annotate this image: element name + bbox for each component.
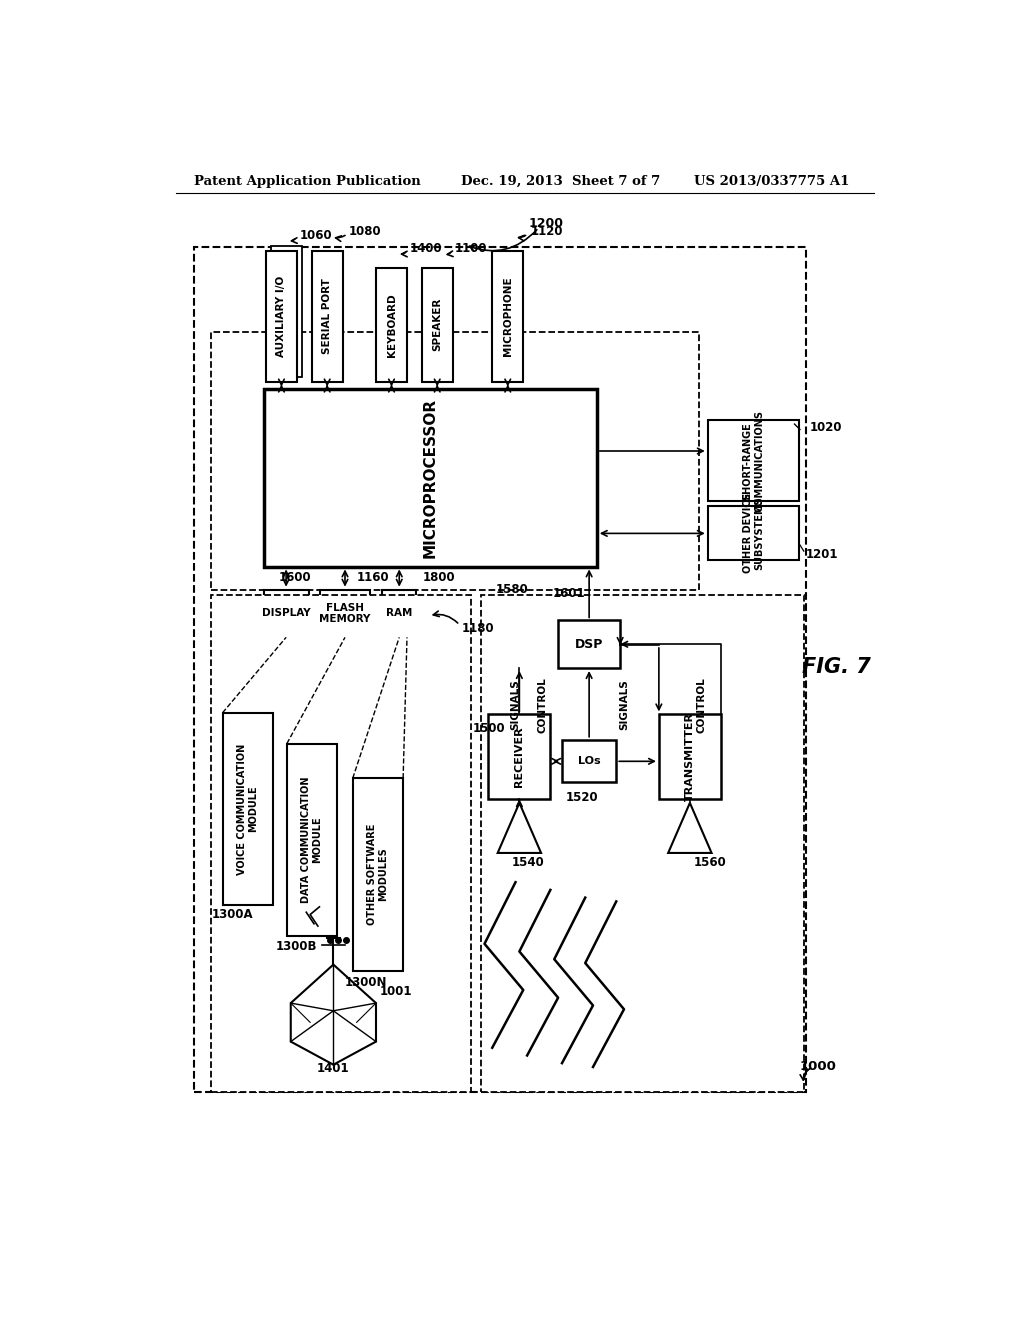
Bar [562, 739, 616, 781]
Bar [480, 595, 804, 1092]
Bar [222, 713, 273, 906]
Bar [422, 268, 453, 381]
Text: US 2013/0337775 A1: US 2013/0337775 A1 [693, 176, 849, 187]
Bar [382, 590, 417, 638]
Text: FLASH
MEMORY: FLASH MEMORY [319, 603, 371, 624]
Text: AUXILIARY I/O: AUXILIARY I/O [276, 276, 287, 356]
Text: MICROPROCESSOR: MICROPROCESSOR [423, 397, 437, 558]
Bar [708, 420, 799, 502]
Text: 1100: 1100 [455, 242, 487, 255]
Text: 1001: 1001 [380, 985, 413, 998]
Text: Dec. 19, 2013  Sheet 7 of 7: Dec. 19, 2013 Sheet 7 of 7 [461, 176, 660, 187]
Text: FIG. 7: FIG. 7 [802, 656, 871, 677]
Text: Patent Application Publication: Patent Application Publication [194, 176, 421, 187]
Text: DSP: DSP [574, 638, 603, 651]
Text: SPEAKER: SPEAKER [432, 298, 442, 351]
Bar [211, 595, 471, 1092]
Bar [493, 251, 523, 381]
Text: SHORT-RANGE
COMMUNICATIONS: SHORT-RANGE COMMUNICATIONS [742, 411, 764, 512]
Text: 1800: 1800 [423, 570, 455, 583]
Bar [352, 779, 403, 970]
Text: SIGNALS: SIGNALS [618, 680, 629, 730]
Bar [376, 268, 407, 381]
Text: SIGNALS: SIGNALS [511, 680, 520, 730]
Bar [658, 714, 721, 799]
Bar [287, 743, 337, 936]
Text: 1120: 1120 [531, 224, 563, 238]
Text: KEYBOARD: KEYBOARD [386, 293, 396, 356]
Text: 1080: 1080 [349, 224, 382, 238]
Text: 1601: 1601 [553, 587, 586, 601]
Text: MICROPHONE: MICROPHONE [503, 276, 513, 356]
Text: SERIAL PORT: SERIAL PORT [323, 279, 332, 354]
Text: 1201: 1201 [806, 548, 839, 561]
Text: 1300A: 1300A [212, 908, 253, 921]
Bar [194, 247, 806, 1092]
Text: 1000: 1000 [800, 1060, 837, 1073]
Text: 1401: 1401 [317, 1063, 349, 1074]
Text: CONTROL: CONTROL [696, 677, 707, 733]
Text: OTHER SOFTWARE
MODULES: OTHER SOFTWARE MODULES [367, 824, 388, 925]
Text: 1540: 1540 [512, 855, 545, 869]
Bar [311, 251, 343, 381]
Text: 1580: 1580 [496, 583, 528, 597]
Bar [266, 251, 297, 381]
Text: DISPLAY: DISPLAY [262, 609, 310, 619]
Text: TRANSMITTER: TRANSMITTER [685, 713, 695, 801]
Text: 1500: 1500 [473, 722, 506, 735]
Text: OTHER DEVICE
SUBSYSTEMS: OTHER DEVICE SUBSYSTEMS [742, 494, 764, 573]
Bar [270, 247, 302, 378]
Text: DATA COMMUNICATION
MODULE: DATA COMMUNICATION MODULE [301, 776, 323, 903]
Bar [263, 590, 308, 638]
Text: CONTROL: CONTROL [538, 677, 548, 733]
Bar [488, 714, 550, 799]
Text: 1200: 1200 [529, 218, 564, 231]
Text: 1300B: 1300B [275, 940, 316, 953]
Text: 1300N: 1300N [345, 975, 387, 989]
Text: 1400: 1400 [410, 242, 442, 255]
Text: RAM: RAM [386, 609, 413, 619]
Text: 1560: 1560 [693, 855, 726, 869]
Bar [708, 507, 799, 561]
Bar [211, 331, 699, 590]
Text: 1520: 1520 [566, 791, 598, 804]
Text: VOICE COMMUNICATION
MODULE: VOICE COMMUNICATION MODULE [237, 743, 258, 875]
Text: 1060: 1060 [300, 228, 333, 242]
Text: 1600: 1600 [280, 570, 311, 583]
Text: 1020: 1020 [810, 421, 843, 434]
Text: LOs: LOs [578, 756, 600, 767]
Text: RECEIVER: RECEIVER [514, 726, 524, 787]
Text: 1180: 1180 [461, 622, 494, 635]
Bar [263, 389, 597, 566]
Bar [558, 620, 621, 668]
Text: 1160: 1160 [356, 570, 389, 583]
Bar [321, 590, 370, 638]
